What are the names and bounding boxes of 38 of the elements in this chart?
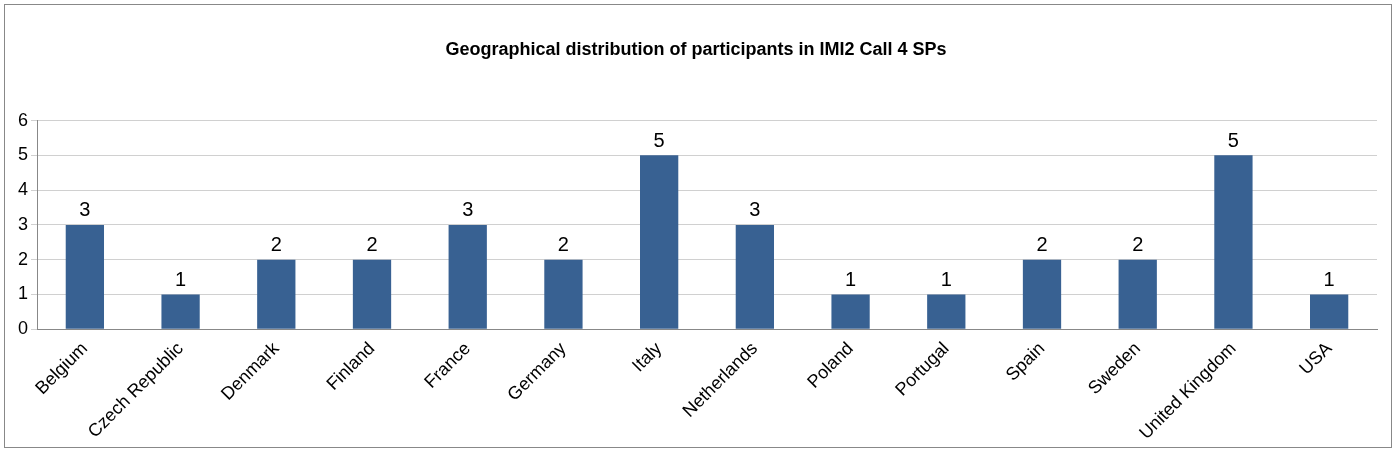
x-tick-label: USA <box>1295 338 1336 379</box>
data-label: 1 <box>940 267 952 290</box>
y-tick-label: 0 <box>18 318 29 339</box>
bar <box>1118 259 1157 329</box>
x-tick-label: Italy <box>628 338 666 376</box>
y-tick-label: 1 <box>18 283 29 304</box>
bar <box>448 224 487 329</box>
y-tick-label: 4 <box>18 179 29 200</box>
bar <box>1214 155 1253 329</box>
data-label: 2 <box>366 233 378 256</box>
data-label: 3 <box>79 198 91 221</box>
data-label: 5 <box>653 128 665 151</box>
y-tick-label: 6 <box>18 109 29 130</box>
y-tick-label: 5 <box>18 144 29 165</box>
data-label: 2 <box>557 233 569 256</box>
bar <box>1310 294 1349 329</box>
bar <box>927 294 966 329</box>
bar <box>831 294 870 329</box>
data-label: 1 <box>845 267 857 290</box>
data-label: 2 <box>1132 233 1144 256</box>
data-label: 3 <box>749 198 761 221</box>
bar <box>65 224 105 329</box>
bar <box>640 155 679 329</box>
bar <box>257 259 296 329</box>
data-label: 1 <box>175 267 187 290</box>
y-tick-label: 2 <box>18 248 29 269</box>
data-label: 1 <box>1323 267 1335 290</box>
bar <box>544 259 583 329</box>
data-label: 3 <box>462 198 474 221</box>
y-tick-label: 3 <box>18 213 29 234</box>
data-label: 2 <box>1036 233 1048 256</box>
bar <box>161 294 200 329</box>
bar <box>352 259 392 329</box>
chart-title: Geographical distribution of participants in IMI2 Call 4 SPs <box>445 38 947 59</box>
data-label: 5 <box>1227 128 1239 151</box>
bar <box>1022 259 1062 329</box>
bar <box>735 224 775 329</box>
data-label: 2 <box>270 233 282 256</box>
